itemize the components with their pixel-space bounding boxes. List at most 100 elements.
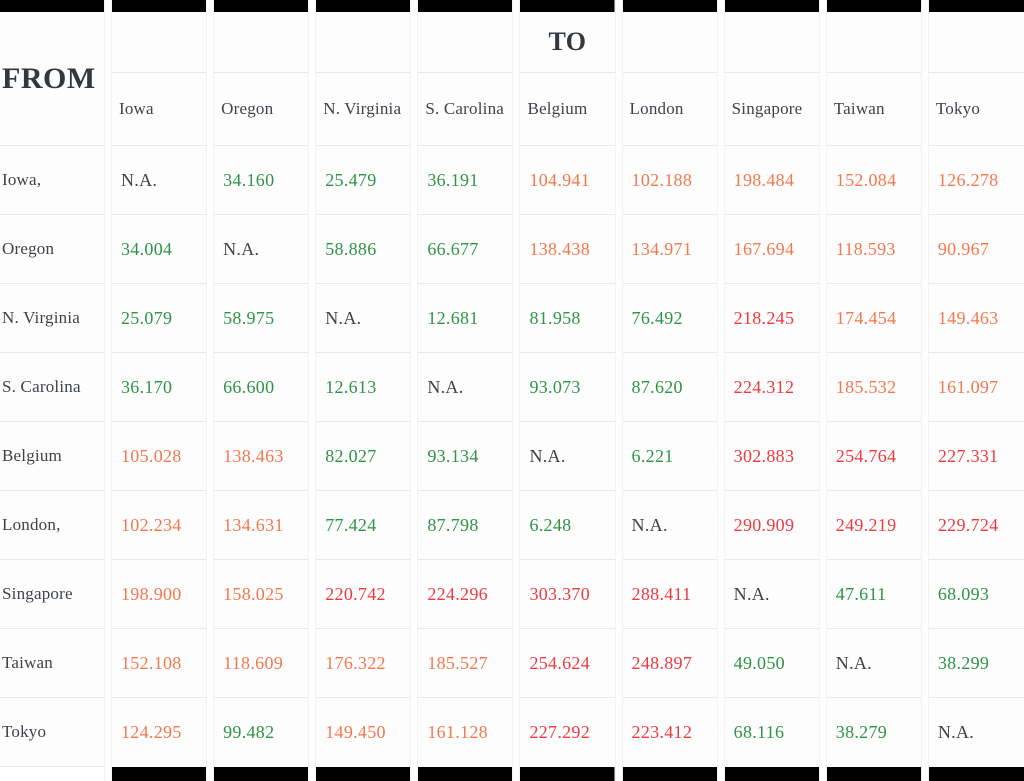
latency-value: 36.191 [427, 169, 479, 190]
value-cell-singapore-to-tokyo: 68.093 [928, 559, 1024, 628]
column-s-carolina: S. Carolina 36.191 66.677 12.681 N.A. 93.134 8… [417, 0, 514, 781]
value-cell-s-carolina-to-belgium: 93.073 [520, 352, 615, 421]
latency-value: 161.097 [937, 376, 999, 397]
latency-value: 126.278 [937, 169, 999, 190]
value-cell-taiwan-to-singapore: 49.050 [724, 628, 819, 697]
latency-value: 102.234 [121, 514, 182, 535]
latency-value: 66.677 [427, 238, 479, 259]
latency-value: 6.248 [529, 514, 572, 535]
column-header-oregon: Oregon [214, 72, 309, 145]
latency-value: 105.028 [121, 445, 182, 466]
column-header-text: Belgium [527, 99, 588, 118]
redacted-strip [724, 0, 819, 12]
latency-value: 158.025 [223, 583, 284, 604]
row-label-text: S. Carolina [2, 377, 81, 396]
column-oregon: Oregon 34.160 N.A. 58.975 66.600 138.463 134.6… [213, 0, 310, 781]
latency-value: 76.492 [631, 307, 683, 328]
to-header-cell [929, 12, 1024, 72]
redacted-strip [418, 0, 513, 12]
column-header-taiwan: Taiwan [826, 72, 921, 145]
to-label: TO [548, 27, 587, 56]
redacted-strip [724, 767, 819, 781]
latency-value: 34.160 [223, 169, 275, 190]
latency-value: 68.093 [937, 583, 990, 604]
from-column: FROM Iowa, Oregon N. Virginia S. Carolina Be… [0, 0, 105, 781]
latency-value: 38.299 [937, 652, 990, 673]
value-cell-n-virginia-to-s-carolina: 12.681 [418, 283, 513, 352]
latency-value: N.A. [733, 583, 770, 604]
value-cell-london-to-s-carolina: 87.798 [418, 490, 513, 559]
value-cell-oregon-to-oregon: N.A. [214, 214, 309, 283]
value-cell-london-to-n-virginia: 77.424 [316, 490, 411, 559]
latency-value: 167.694 [733, 238, 795, 259]
value-cell-n-virginia-to-n-virginia: N.A. [316, 283, 411, 352]
value-cell-s-carolina-to-singapore: 224.312 [724, 352, 819, 421]
latency-value: 302.883 [733, 445, 795, 466]
row-label-london: London, [0, 490, 104, 559]
value-cell-belgium-to-iowa: 105.028 [112, 421, 207, 490]
latency-value: 185.532 [835, 376, 897, 397]
to-header-cell: TO [520, 12, 614, 72]
value-cell-s-carolina-to-london: 87.620 [622, 352, 717, 421]
latency-value: 87.798 [427, 514, 479, 535]
redacted-strip [112, 0, 207, 12]
latency-value: 134.971 [631, 238, 693, 259]
value-cell-tokyo-to-belgium: 227.292 [520, 697, 615, 766]
to-header-cell [316, 12, 410, 72]
column-header-text: Taiwan [833, 99, 885, 118]
latency-value: 149.463 [937, 307, 999, 328]
latency-value: N.A. [529, 445, 566, 466]
redacted-strip [0, 0, 104, 12]
column-header-n-virginia: N. Virginia [316, 72, 411, 145]
latency-value: 185.527 [427, 652, 488, 673]
latency-value: 248.897 [631, 652, 693, 673]
latency-value: 12.613 [325, 376, 377, 397]
column-header-text: Singapore [731, 99, 803, 118]
latency-value: 176.322 [325, 652, 386, 673]
latency-value: 93.073 [529, 376, 581, 397]
redacted-strip [622, 0, 717, 12]
value-cell-taiwan-to-london: 248.897 [622, 628, 717, 697]
value-cell-iowa-to-iowa: N.A. [112, 145, 207, 214]
redacted-strip [520, 0, 615, 12]
to-header-cell [623, 12, 717, 72]
column-header-text: Oregon [221, 99, 274, 118]
column-singapore: Singapore 198.484 167.694 218.245 224.312 302… [723, 0, 820, 781]
value-cell-s-carolina-to-iowa: 36.170 [112, 352, 207, 421]
row-label-text: Tokyo [2, 722, 47, 741]
value-cell-london-to-london: N.A. [622, 490, 717, 559]
value-cell-oregon-to-taiwan: 118.593 [826, 214, 921, 283]
column-header-text: Tokyo [935, 99, 981, 118]
redacted-strip [112, 767, 207, 781]
latency-value: N.A. [427, 376, 464, 397]
value-cell-iowa-to-singapore: 198.484 [724, 145, 819, 214]
redacted-strip [826, 767, 921, 781]
latency-value: 227.292 [529, 721, 591, 742]
value-cell-belgium-to-london: 6.221 [622, 421, 717, 490]
value-cell-n-virginia-to-taiwan: 174.454 [826, 283, 921, 352]
value-cell-singapore-to-s-carolina: 224.296 [418, 559, 513, 628]
value-cell-london-to-singapore: 290.909 [724, 490, 819, 559]
redacted-strip [520, 767, 615, 781]
value-cell-iowa-to-taiwan: 152.084 [826, 145, 921, 214]
bottom-spacer [0, 766, 104, 781]
row-label-n-virginia: N. Virginia [0, 283, 104, 352]
value-cell-oregon-to-belgium: 138.438 [520, 214, 615, 283]
row-label-text: Singapore [2, 584, 73, 603]
from-label: FROM [2, 61, 96, 95]
row-label-s-carolina: S. Carolina [0, 352, 104, 421]
latency-value: 249.219 [835, 514, 897, 535]
latency-value: 227.331 [937, 445, 999, 466]
value-cell-n-virginia-to-tokyo: 149.463 [928, 283, 1024, 352]
value-cell-tokyo-to-s-carolina: 161.128 [418, 697, 513, 766]
value-cell-singapore-to-oregon: 158.025 [214, 559, 309, 628]
redacted-strip [418, 767, 513, 781]
latency-value: 224.296 [427, 583, 488, 604]
latency-value: 77.424 [325, 514, 377, 535]
column-header-tokyo: Tokyo [928, 72, 1024, 145]
to-header-cell [112, 12, 206, 72]
row-label-text: Iowa, [2, 170, 42, 189]
value-cell-belgium-to-taiwan: 254.764 [826, 421, 921, 490]
row-label-text: London, [2, 515, 61, 534]
